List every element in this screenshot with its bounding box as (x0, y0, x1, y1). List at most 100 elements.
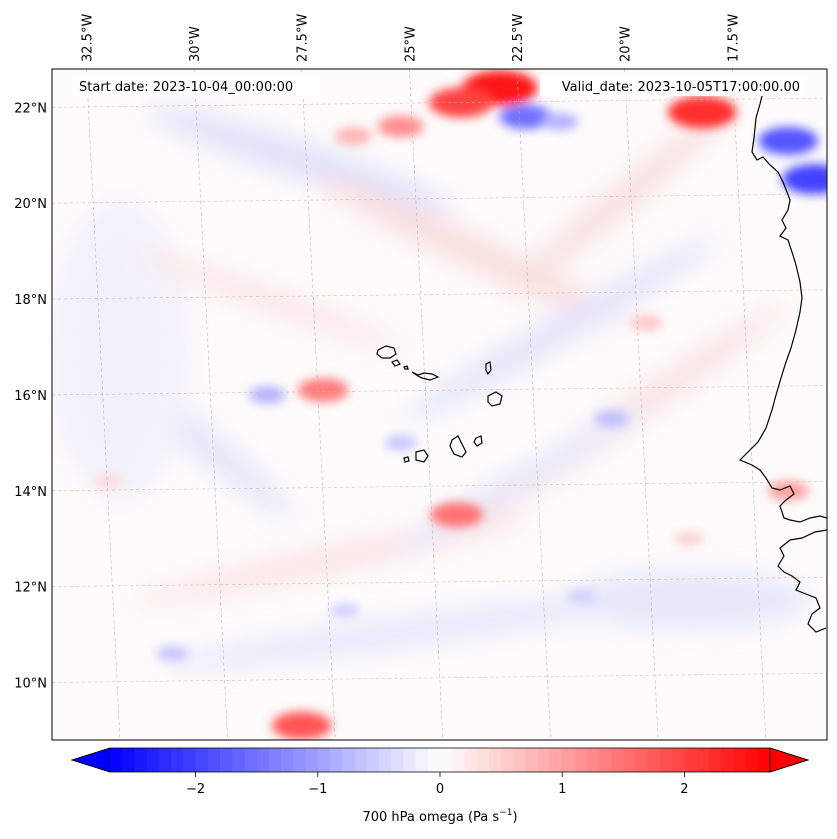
latitude-labels: 22°N 20°N 18°N 16°N 14°N 12°N 10°N (14, 101, 47, 691)
colorbar-segment-43 (635, 748, 649, 772)
colorbar-segment-30 (476, 748, 490, 772)
colorbar-segment-0 (110, 748, 123, 772)
lat-tick-label-3: 16°N (14, 389, 47, 404)
colorbar-tick-label-0: −2 (186, 782, 205, 797)
map-frame (51, 68, 828, 741)
colorbar-ticks: −2 −1 0 1 2 (186, 772, 689, 797)
start-date-label: Start date: 2023-10-04_00:00:00 (79, 80, 293, 95)
lat-tick-label-5: 12°N (14, 581, 47, 596)
longitude-labels: 32.5°W 30°W 27.5°W 25°W 22.5°W 20°W 17.5°W (80, 14, 741, 62)
colorbar-segment-33 (513, 748, 526, 772)
colorbar-segment-39 (586, 748, 600, 772)
valid-date-box: Valid_date: 2023-10-05T17:00:00.00 (540, 75, 806, 96)
lon-tick-label-1: 30°W (188, 26, 203, 62)
colorbar-segment-40 (598, 748, 612, 772)
omega-anomaly-6 (667, 96, 737, 129)
lon-tick-label-5: 20°W (619, 26, 634, 62)
omega-anomaly-19 (674, 531, 705, 546)
island-fogo (415, 449, 429, 463)
island-brava (403, 456, 410, 463)
lon-tick-label-0: 32.5°W (80, 14, 95, 62)
colorbar-segment-50 (721, 748, 734, 772)
colorbar-segment-46 (672, 748, 685, 772)
colorbar-segment-45 (660, 748, 673, 772)
colorbar-segment-12 (256, 748, 270, 772)
omega-anomaly-7 (758, 126, 819, 155)
omega-anomaly-12 (384, 435, 418, 451)
omega-anomaly-2 (377, 115, 424, 138)
gridlines (52, 69, 827, 740)
colorbar-segment-10 (232, 748, 245, 772)
colorbar-tick-label-2: 0 (436, 782, 444, 797)
omega-anomaly-5 (541, 113, 579, 131)
colorbar-segment-1 (122, 748, 135, 772)
colorbar-segment-20 (354, 748, 368, 772)
island-sao-nicolau (411, 371, 440, 381)
omega-streaks (52, 102, 810, 670)
start-date-box: Start date: 2023-10-04_00:00:00 (72, 75, 320, 96)
meridian-3 (409, 69, 444, 740)
colorbar-segment-48 (696, 748, 710, 772)
colorbar-segment-49 (708, 748, 722, 772)
lat-tick-label-0: 22°N (14, 101, 47, 116)
omega-anomaly-13 (594, 410, 630, 428)
colorbar-segment-41 (611, 748, 624, 772)
colorbar-segment-19 (342, 748, 355, 772)
omega-anomaly-18 (767, 481, 810, 501)
omega-anomaly-17 (329, 603, 360, 618)
colorbar-segment-4 (158, 748, 172, 772)
colorbar-segment-5 (171, 748, 184, 772)
colorbar-segment-42 (623, 748, 636, 772)
colorbar-segment-27 (440, 748, 453, 772)
colorbar-segment-17 (317, 748, 331, 772)
lon-tick-label-6: 17.5°W (726, 14, 741, 62)
colorbar-segment-15 (293, 748, 306, 772)
valid-date-label: Valid_date: 2023-10-05T17:00:00.00 (562, 80, 800, 95)
colorbar-segment-34 (525, 748, 539, 772)
omega-anomaly-14 (629, 315, 663, 331)
colorbar-segment-16 (305, 748, 319, 772)
omega-anomaly-20 (566, 589, 597, 604)
omega-anomaly-16 (156, 646, 189, 662)
lon-tick-label-4: 22.5°W (511, 14, 526, 62)
colorbar-segment-6 (183, 748, 196, 772)
colorbar-segment-26 (427, 748, 441, 772)
colorbar-segment-24 (403, 748, 416, 772)
colorbar-label: 700 hPa omega (Pa s−1) (362, 808, 517, 825)
meridian-5 (624, 69, 659, 740)
colorbar-segment-32 (501, 748, 514, 772)
lat-tick-label-2: 18°N (14, 293, 47, 308)
colorbar-segment-25 (415, 748, 429, 772)
omega-anomaly-11 (430, 502, 484, 528)
lat-tick-label-4: 14°N (14, 485, 47, 500)
colorbar-segment-35 (537, 748, 551, 772)
colorbar-segment-37 (562, 748, 575, 772)
meridian-0 (86, 69, 121, 740)
colorbar-segment-22 (378, 748, 392, 772)
colorbar-segment-29 (464, 748, 478, 772)
colorbar-segment-51 (733, 748, 746, 772)
colorbar-segment-28 (452, 748, 465, 772)
omega-anomaly-21 (93, 474, 123, 488)
colorbar-segment-36 (550, 748, 563, 772)
colorbar-segment-3 (146, 748, 160, 772)
colorbar-segment-38 (574, 748, 588, 772)
colorbar-segment-11 (244, 748, 258, 772)
island-santiago (449, 435, 467, 458)
omega-anomaly-10 (248, 386, 286, 404)
colorbar-tick-label-3: 1 (558, 782, 566, 797)
colorbar-segment-8 (207, 748, 221, 772)
colorbar-extend-low (70, 747, 111, 773)
colorbar-segment-13 (268, 748, 282, 772)
colorbar: −2 −1 0 1 2 700 hPa omega (Pa s−1) (70, 747, 810, 825)
colorbar-segment-7 (195, 748, 209, 772)
colorbar-segment-18 (330, 748, 343, 772)
lon-tick-label-2: 27.5°W (296, 14, 311, 62)
omega-anomalies (93, 70, 827, 740)
lon-tick-label-3: 25°W (403, 26, 418, 62)
island-sal (485, 361, 492, 376)
colorbar-tick-label-1: −1 (308, 782, 327, 797)
colorbar-segment-44 (647, 748, 661, 772)
meridian-6 (731, 69, 767, 740)
